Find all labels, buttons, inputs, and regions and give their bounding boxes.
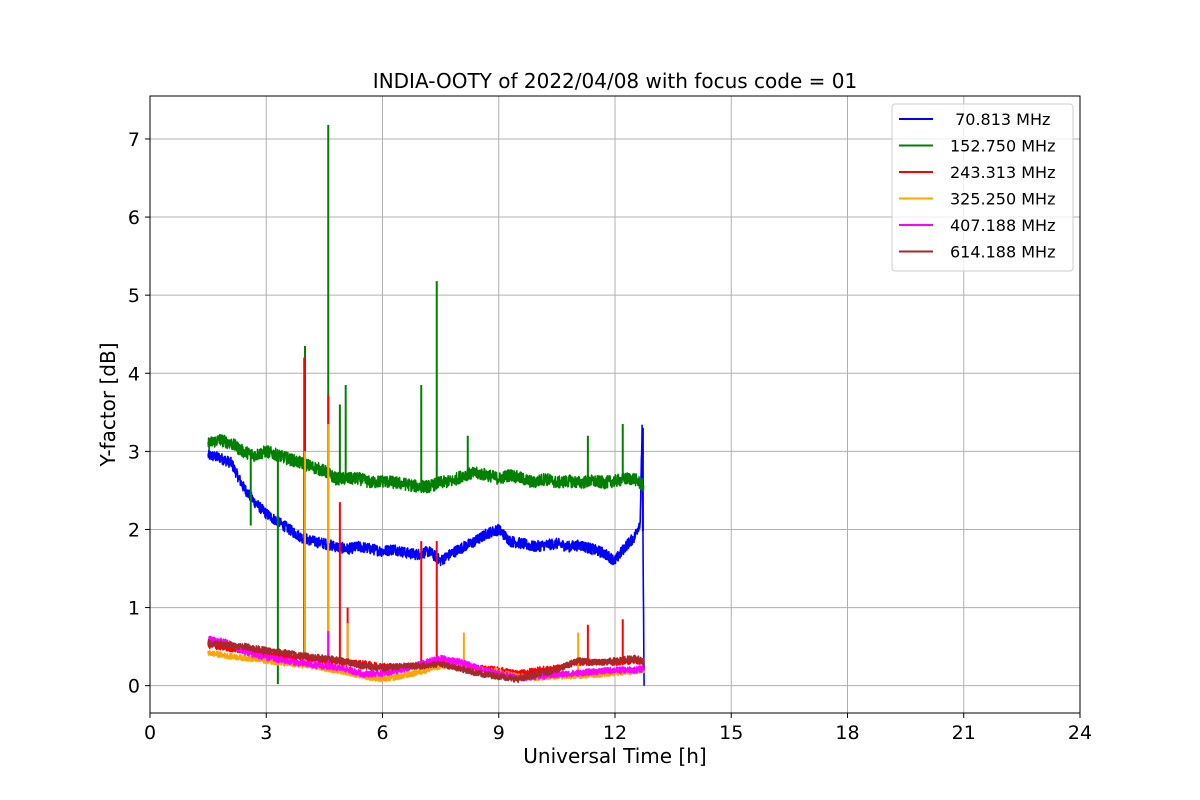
x-tick-label: 12 xyxy=(603,722,627,744)
series-line xyxy=(207,639,645,684)
legend-label: 407.188 MHz xyxy=(950,216,1055,235)
x-tick-label: 24 xyxy=(1068,722,1092,744)
x-tick-label: 3 xyxy=(260,722,272,744)
series-line xyxy=(207,433,645,494)
legend: 70.813 MHz 152.750 MHz 243.313 MHz 325.250 … xyxy=(891,103,1074,272)
legend-label: 70.813 MHz xyxy=(950,110,1050,129)
y-tick-label: 2 xyxy=(128,519,140,541)
x-tick-label: 15 xyxy=(719,722,743,744)
chart-title: INDIA-OOTY of 2022/04/08 with focus code… xyxy=(373,69,857,93)
y-tick-label: 7 xyxy=(128,129,140,151)
series-layer xyxy=(207,124,645,686)
x-tick-label: 21 xyxy=(952,722,976,744)
series-line xyxy=(207,424,645,686)
x-tick-label: 0 xyxy=(144,722,156,744)
legend-label: 152.750 MHz xyxy=(950,137,1055,156)
x-tick-label: 18 xyxy=(835,722,859,744)
x-tick-label: 9 xyxy=(493,722,505,744)
y-tick-label: 5 xyxy=(128,285,140,307)
y-tick-label: 3 xyxy=(128,441,140,463)
y-tick-label: 4 xyxy=(128,363,140,385)
legend-label: 243.313 MHz xyxy=(950,163,1055,182)
legend-box xyxy=(891,103,1074,272)
y-tick-label: 0 xyxy=(128,676,140,698)
legend-label: 614.188 MHz xyxy=(950,243,1055,262)
y-tick-label: 1 xyxy=(128,598,140,620)
y-axis-title: Y-factor [dB] xyxy=(96,342,120,467)
y-tick-label: 6 xyxy=(128,207,140,229)
legend-label: 325.250 MHz xyxy=(950,190,1055,209)
x-axis-title: Universal Time [h] xyxy=(523,744,706,768)
x-tick-label: 6 xyxy=(376,722,388,744)
series-5 xyxy=(207,639,645,684)
